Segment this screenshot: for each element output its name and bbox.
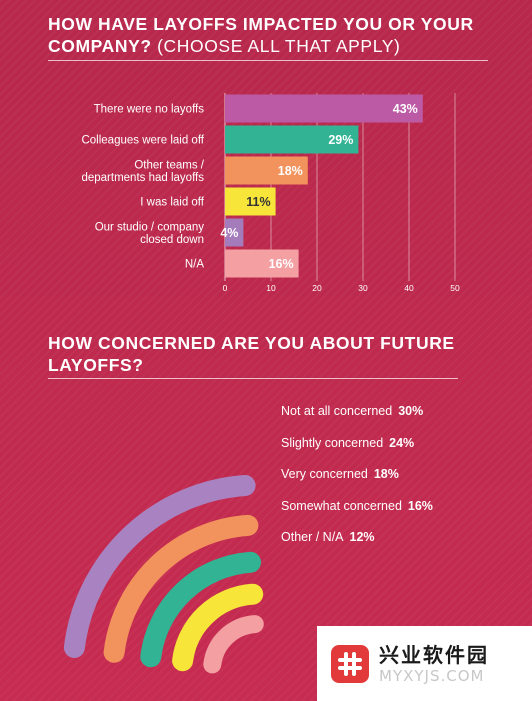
category-label: There were no layoffs	[94, 104, 205, 116]
concern-arc	[63, 475, 256, 658]
category-label: I was laid off	[140, 197, 205, 209]
x-tick-label: 0	[223, 283, 228, 293]
legend-value: 30%	[398, 404, 424, 418]
category-label: Colleagues were laid off	[81, 135, 204, 147]
bar	[225, 156, 308, 185]
bar-value-label: 4%	[220, 226, 238, 240]
legend-label: Slightly concerned	[281, 435, 384, 450]
legend-item: Very concerned 18%	[281, 461, 433, 493]
x-tick-label: 10	[266, 283, 276, 293]
bar-value-label: 18%	[278, 164, 303, 178]
concern-legend: Not at all concerned 30% Slightly concerne…	[281, 398, 433, 556]
bar-value-label: 16%	[269, 257, 294, 271]
x-tick-label: 50	[450, 283, 460, 293]
concern-arc	[172, 583, 264, 672]
category-label: Other teams / departments had layoffs	[81, 159, 204, 184]
category-label: Our studio / company closed down	[95, 221, 205, 246]
x-tick-label: 20	[312, 283, 322, 293]
bar-value-label: 11%	[246, 195, 270, 209]
watermark-en-text: MYXYJS.COM	[379, 666, 485, 685]
bar-value-label: 43%	[393, 102, 418, 116]
bar	[225, 94, 423, 123]
chart-title-layoff-impact: HOW HAVE LAYOFFS IMPACTED YOU OR YOUR CO…	[48, 14, 474, 56]
legend-item: Somewhat concerned 16%	[281, 493, 433, 525]
bar-value-label: 29%	[328, 133, 353, 147]
legend-value: 18%	[373, 467, 399, 481]
watermark: 兴业软件园 MYXYJS.COM	[317, 626, 532, 701]
x-tick-label: 30	[358, 283, 368, 293]
legend-label: Not at all concerned	[281, 404, 393, 418]
legend-item: Slightly concerned 24%	[281, 430, 433, 462]
concern-arc	[203, 615, 264, 674]
hash-logo-icon	[331, 644, 369, 683]
bar	[225, 125, 359, 154]
legend-label: Other / N/A	[281, 530, 344, 544]
legend-value: 12%	[349, 530, 375, 544]
bar	[225, 218, 244, 247]
title-underline	[48, 60, 488, 61]
legend-item: Not at all concerned 30%	[281, 398, 433, 430]
legend-label: Somewhat concerned	[281, 498, 402, 513]
x-tick-label: 40	[404, 283, 414, 293]
chart-title-future-concern: HOW CONCERNED ARE YOU ABOUT FUTURE LAYOF…	[48, 333, 455, 375]
legend-value: 24%	[389, 435, 415, 450]
concern-arc	[103, 514, 259, 663]
concern-arc	[140, 551, 261, 668]
layoff-impact-bar-chart: 0 10 20 30 40 50 43% There were no layoffs 29% Co…	[81, 93, 460, 293]
title-underline	[48, 378, 458, 379]
bar	[225, 249, 299, 278]
category-label: N/A	[185, 259, 205, 271]
bar	[225, 187, 276, 216]
legend-label: Very concerned	[281, 467, 368, 481]
legend-item: Other / N/A 12%	[281, 524, 433, 556]
legend-value: 16%	[407, 498, 433, 513]
watermark-cn-text: 兴业软件园	[379, 642, 489, 667]
